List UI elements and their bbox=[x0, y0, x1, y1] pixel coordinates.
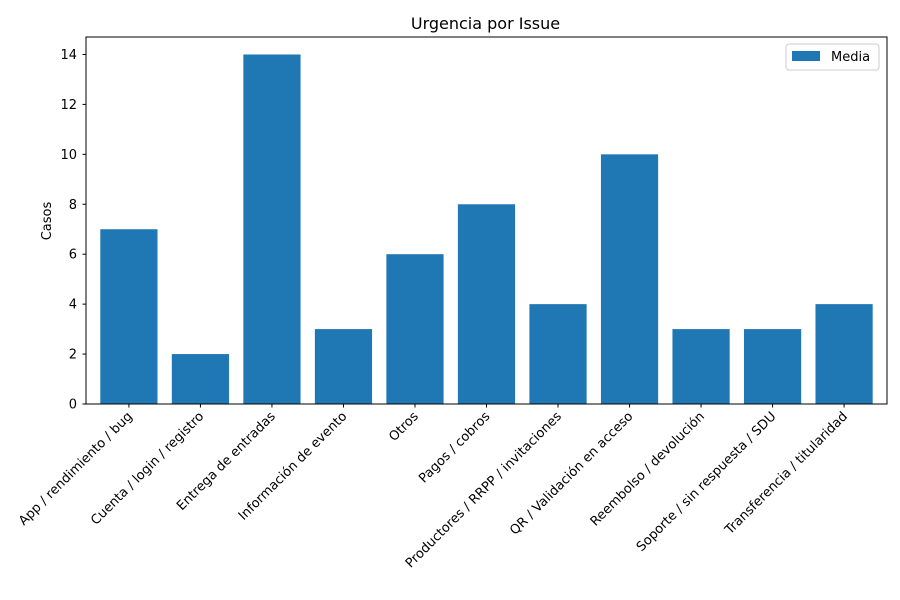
y-tick-label: 2 bbox=[69, 348, 77, 363]
bar bbox=[243, 54, 301, 404]
y-tick-label: 12 bbox=[60, 98, 77, 113]
y-tick-label: 10 bbox=[60, 148, 77, 163]
bar bbox=[171, 354, 230, 404]
bar bbox=[815, 304, 873, 404]
legend-swatch bbox=[792, 51, 820, 61]
bar bbox=[100, 229, 158, 404]
y-tick-label: 4 bbox=[69, 298, 77, 313]
plot-frame bbox=[85, 36, 888, 405]
x-tick-label: Otros bbox=[386, 409, 422, 445]
y-axis-ticks: 0 2 4 6 8 10 12 14 bbox=[60, 48, 86, 413]
x-tick-label: Soporte / sin respuesta / SDU bbox=[634, 409, 780, 555]
y-tick-label: 0 bbox=[69, 398, 77, 413]
legend-label: Media bbox=[831, 50, 870, 65]
bar bbox=[672, 329, 730, 404]
x-tick-label: Transferencia / titularidad bbox=[722, 409, 851, 538]
x-tick-label: Reembolso / devolución bbox=[588, 409, 708, 529]
x-tick-label: Pagos / cobros bbox=[416, 409, 493, 486]
bar bbox=[529, 304, 587, 404]
y-axis-label: Casos bbox=[40, 202, 55, 241]
y-tick-label: 14 bbox=[60, 48, 77, 63]
bar bbox=[600, 154, 659, 404]
bar bbox=[314, 329, 373, 404]
bar bbox=[457, 204, 516, 404]
x-tick-label: App / rendimiento / bug bbox=[16, 409, 136, 529]
bar bbox=[743, 329, 802, 404]
legend-box bbox=[785, 43, 880, 71]
bar bbox=[386, 254, 444, 404]
x-tick-label: Productores / RRPP / invitaciones bbox=[403, 409, 565, 571]
x-tick-label: QR / Validación en acceso bbox=[507, 409, 636, 538]
legend: Media bbox=[785, 43, 880, 71]
y-tick-label: 8 bbox=[69, 198, 77, 213]
bars-group bbox=[100, 54, 873, 404]
chart-title: Urgencia por Issue bbox=[411, 14, 560, 33]
y-tick-label: 6 bbox=[69, 248, 77, 263]
